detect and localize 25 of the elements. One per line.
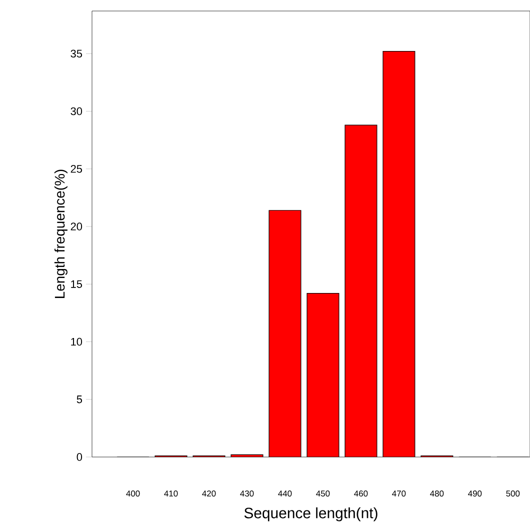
bar — [344, 124, 378, 457]
y-tick-label: 5 — [76, 396, 82, 404]
x-tick-label: 480 — [430, 490, 444, 497]
y-tick-label: 20 — [70, 222, 82, 230]
y-tick-label: 10 — [71, 338, 82, 346]
x-axis-title: Sequence length(nt) — [244, 507, 378, 522]
y-tick-label: 30 — [70, 107, 82, 116]
x-tick-label: 490 — [468, 490, 482, 497]
x-tick-label: 400 — [126, 490, 140, 497]
y-axis-title: Length frequence(%) — [54, 170, 68, 298]
x-tick-label: 460 — [354, 490, 368, 497]
x-tick-label: 470 — [392, 490, 406, 497]
y-tick-label: 35 — [70, 50, 82, 58]
y-tick-label: 0 — [76, 453, 82, 461]
x-tick-label: 450 — [316, 490, 330, 497]
bar — [306, 293, 340, 457]
x-tick-label: 500 — [506, 490, 520, 497]
bar — [382, 51, 416, 457]
x-tick-label: 430 — [240, 490, 254, 497]
x-tick-label: 420 — [202, 490, 216, 497]
y-tick-label: 15 — [71, 280, 82, 288]
x-tick-label: 410 — [164, 490, 178, 497]
y-tick-label: 25 — [70, 165, 82, 173]
bar — [268, 210, 302, 457]
x-tick-label: 440 — [278, 490, 292, 497]
